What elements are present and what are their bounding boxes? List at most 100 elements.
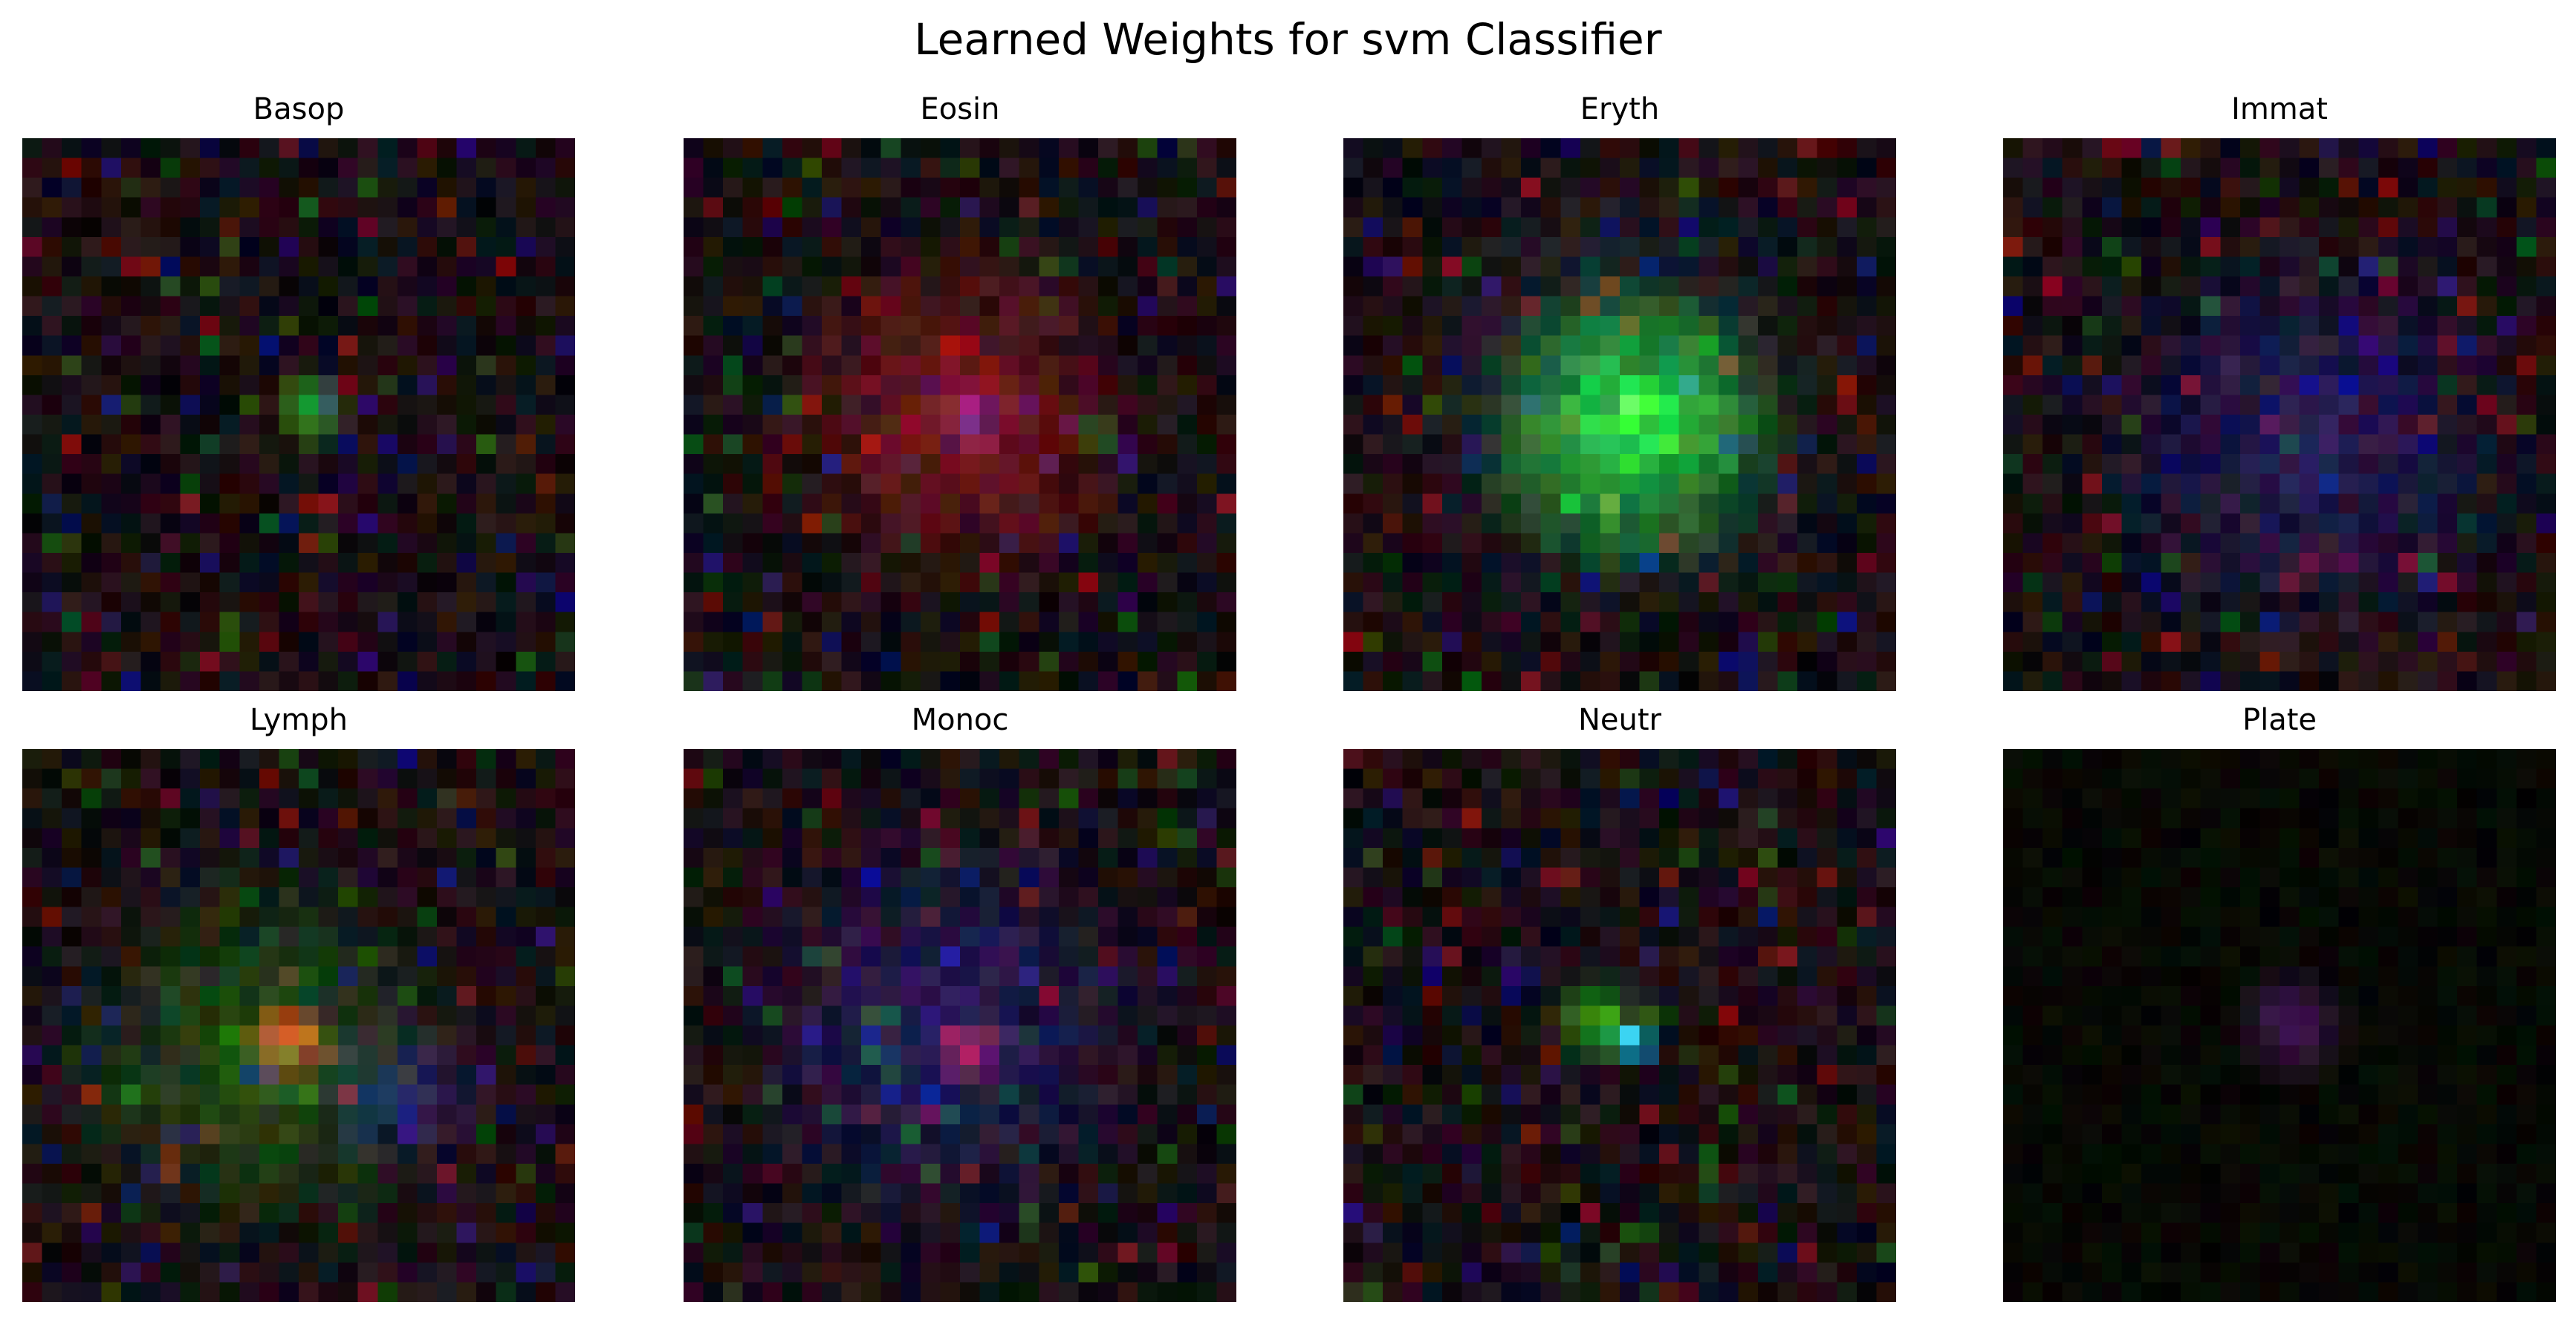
pixel-eryth [1797, 434, 1818, 455]
pixel-lymph [200, 1065, 221, 1086]
pixel-immat [2319, 296, 2340, 317]
pixel-immat [2319, 197, 2340, 218]
pixel-monoc [1058, 946, 1079, 967]
pixel-monoc [920, 946, 941, 967]
pixel-basop [42, 296, 62, 317]
pixel-eryth [1837, 158, 1858, 178]
pixel-eryth [1580, 415, 1600, 435]
pixel-immat [2280, 375, 2300, 395]
pixel-neutr [1402, 749, 1423, 770]
pixel-monoc [703, 808, 724, 829]
pixel-lymph [160, 808, 181, 829]
pixel-monoc [1098, 1203, 1119, 1224]
pixel-eryth [1797, 217, 1818, 238]
pixel-lymph [535, 1222, 556, 1243]
pixel-eryth [1363, 178, 1383, 198]
pixel-eryth [1600, 454, 1620, 475]
pixel-eosin [1019, 276, 1039, 297]
pixel-basop [516, 217, 536, 238]
pixel-immat [2101, 395, 2122, 415]
pixel-monoc [1058, 867, 1079, 888]
pixel-eryth [1758, 217, 1779, 238]
pixel-eosin [1019, 632, 1039, 652]
pixel-eryth [1383, 493, 1404, 514]
pixel-monoc [1157, 768, 1178, 789]
pixel-immat [2536, 454, 2556, 475]
pixel-immat [2239, 513, 2260, 534]
pixel-basop [120, 533, 141, 554]
pixel-eosin [901, 415, 921, 435]
pixel-lymph [81, 1164, 102, 1185]
pixel-neutr [1738, 749, 1759, 770]
pixel-immat [2516, 178, 2537, 198]
pixel-lymph [397, 1282, 418, 1302]
pixel-monoc [1019, 808, 1039, 829]
pixel-lymph [22, 1045, 43, 1066]
pixel-immat [2200, 592, 2221, 613]
pixel-lymph [160, 1164, 181, 1185]
pixel-eosin [1177, 256, 1198, 277]
pixel-immat [2378, 434, 2398, 455]
pixel-neutr [1620, 927, 1641, 947]
pixel-monoc [1058, 985, 1079, 1006]
pixel-monoc [1196, 1104, 1217, 1125]
pixel-lymph [22, 768, 43, 789]
pixel-eryth [1699, 395, 1719, 415]
pixel-monoc [1117, 808, 1138, 829]
pixel-eryth [1678, 158, 1699, 178]
pixel-eryth [1856, 612, 1877, 632]
pixel-basop [81, 612, 102, 632]
pixel-eryth [1383, 335, 1404, 356]
pixel-eryth [1837, 553, 1858, 574]
pixel-eosin [920, 632, 941, 652]
pixel-monoc [1098, 966, 1119, 987]
pixel-lymph [516, 985, 536, 1006]
weight-image-monoc [684, 749, 1236, 1302]
pixel-immat [2121, 473, 2142, 494]
pixel-eryth [1639, 513, 1660, 534]
pixel-monoc [940, 1084, 961, 1105]
pixel-eosin [999, 335, 1020, 356]
pixel-eosin [1098, 671, 1119, 691]
pixel-eryth [1856, 493, 1877, 514]
pixel-basop [62, 395, 82, 415]
pixel-lymph [377, 1124, 398, 1144]
pixel-monoc [1157, 1084, 1178, 1105]
pixel-immat [2220, 256, 2241, 277]
pixel-monoc [1019, 1005, 1039, 1026]
pixel-eryth [1817, 335, 1837, 356]
pixel-monoc [1039, 1005, 1060, 1026]
pixel-eryth [1777, 158, 1798, 178]
pixel-immat [2280, 434, 2300, 455]
pixel-eosin [684, 158, 704, 178]
pixel-immat [2496, 276, 2517, 297]
pixel-eosin [880, 454, 901, 475]
pixel-neutr [1659, 867, 1680, 888]
pixel-eosin [742, 178, 763, 198]
pixel-basop [160, 276, 181, 297]
pixel-immat [2003, 592, 2024, 613]
pixel-eosin [1058, 473, 1079, 494]
pixel-eosin [999, 632, 1020, 652]
pixel-immat [2418, 592, 2439, 613]
pixel-immat [2259, 236, 2280, 257]
pixel-monoc [1117, 966, 1138, 987]
pixel-neutr [1856, 867, 1877, 888]
pixel-eryth [1422, 158, 1443, 178]
pixel-immat [2378, 276, 2398, 297]
pixel-eosin [1098, 434, 1119, 455]
pixel-immat [2003, 375, 2024, 395]
pixel-monoc [1157, 788, 1178, 809]
pixel-eryth [1383, 632, 1404, 652]
pixel-monoc [1138, 768, 1158, 789]
pixel-basop [516, 316, 536, 337]
pixel-monoc [1177, 808, 1198, 829]
pixel-neutr [1777, 887, 1798, 908]
pixel-eryth [1501, 553, 1522, 574]
pixel-monoc [802, 1222, 823, 1243]
pixel-monoc [979, 1164, 1000, 1185]
pixel-immat [2082, 276, 2103, 297]
pixel-lymph [62, 867, 82, 888]
pixel-eosin [901, 217, 921, 238]
pixel-monoc [960, 1262, 981, 1283]
